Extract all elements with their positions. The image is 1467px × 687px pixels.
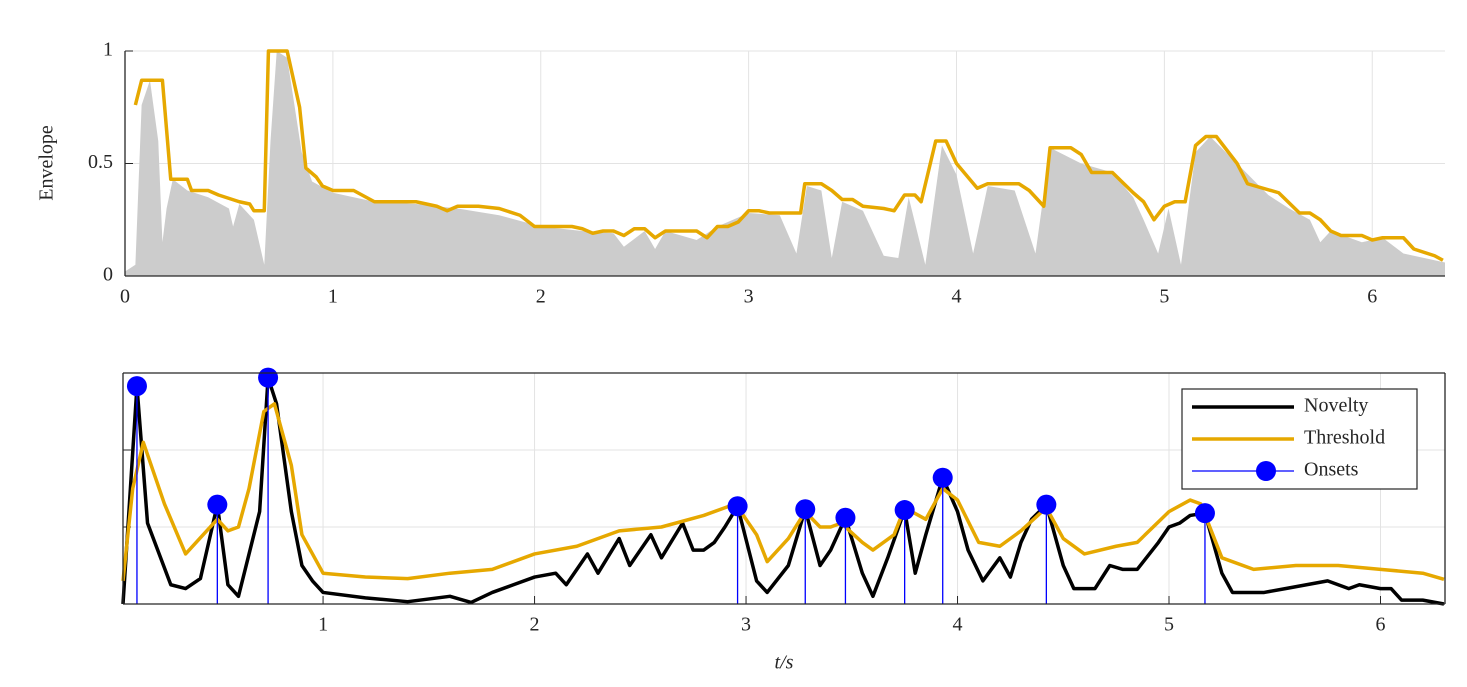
x-tick-label: 3 (744, 286, 754, 308)
onset-marker (835, 507, 856, 528)
series-line (133, 49, 1444, 262)
x-tick-label: 5 (1159, 286, 1169, 308)
onset-marker (727, 496, 748, 517)
envelope-area (125, 51, 1445, 276)
onset-marker (932, 467, 953, 488)
legend-label: Onsets (1304, 459, 1359, 481)
x-tick-label: 0 (120, 286, 130, 308)
x-tick-label: 4 (953, 614, 963, 636)
x-tick-label: 1 (328, 286, 338, 308)
x-tick-label: 6 (1367, 286, 1377, 308)
onset-marker (258, 367, 279, 388)
x-tick-label: 5 (1164, 614, 1174, 636)
onset-marker (1194, 503, 1215, 524)
x-tick-label: 2 (530, 614, 540, 636)
legend-marker (1256, 461, 1276, 481)
onset-marker (207, 494, 228, 515)
y-tick-label: 1 (103, 39, 113, 61)
x-tick-label: 2 (536, 286, 546, 308)
x-tick-label: 3 (741, 614, 751, 636)
y-axis-label: Envelope (36, 125, 58, 201)
onset-marker (1036, 494, 1057, 515)
x-axis-label: t/s (775, 652, 794, 674)
series-line (121, 402, 1445, 582)
legend-label: Novelty (1304, 395, 1368, 417)
y-tick-label: 0 (103, 264, 113, 286)
onset-marker (126, 376, 147, 397)
onset-marker (894, 500, 915, 521)
x-tick-label: 1 (318, 614, 328, 636)
legend-label: Threshold (1304, 427, 1385, 449)
onset-marker (795, 499, 816, 520)
x-tick-label: 6 (1375, 614, 1385, 636)
y-tick-label: 0.5 (88, 151, 113, 173)
x-tick-label: 4 (951, 286, 961, 308)
